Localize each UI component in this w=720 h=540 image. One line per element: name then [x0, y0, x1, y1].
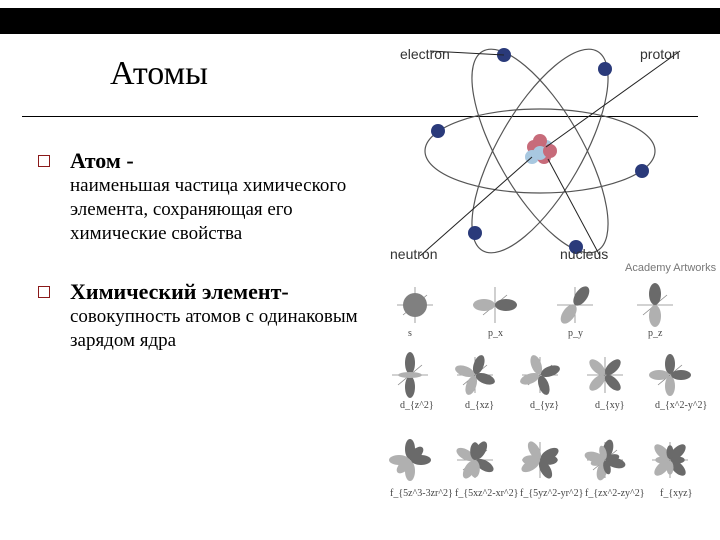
item-heading: Атом -: [70, 148, 134, 173]
content-list: Атом - наименьшая частица химического эл…: [38, 148, 358, 387]
orbital-label: p_x: [488, 328, 503, 339]
list-item-body: Атом - наименьшая частица химического эл…: [70, 148, 358, 245]
title-block: Атомы: [0, 55, 360, 101]
item-desc: совокупность атомов с одинаковым зарядом…: [70, 305, 358, 353]
list-item: Атом - наименьшая частица химического эл…: [38, 148, 358, 245]
orbital-label: f_{5xz^2-xr^2}: [455, 488, 518, 499]
item-desc: наименьшая частица химического элемента,…: [70, 174, 358, 245]
square-bullet-icon: [38, 155, 50, 167]
page-title: Атомы: [0, 55, 360, 101]
orbital-label: f_{5yz^2-yr^2}: [520, 488, 583, 499]
atom-diagram: [380, 36, 700, 256]
item-heading: Химический элемент-: [70, 279, 289, 304]
orbital-label: s: [408, 328, 412, 339]
orbital-label: f_{zx^2-zy^2}: [585, 488, 645, 499]
top-black-strip: [0, 8, 720, 34]
orbital-label: d_{xz}: [465, 400, 494, 411]
label-neutron: neutron: [390, 246, 437, 262]
orbital-label: d_{x^2-y^2}: [655, 400, 707, 411]
label-proton: proton: [640, 46, 680, 62]
list-item: Химический элемент- совокупность атомов …: [38, 279, 358, 353]
orbital-label: p_z: [648, 328, 662, 339]
orbital-label: p_y: [568, 328, 583, 339]
orbital-label: d_{yz}: [530, 400, 559, 411]
label-electron: electron: [400, 46, 450, 62]
item-line: Химический элемент-: [70, 279, 358, 305]
list-item-body: Химический элемент- совокупность атомов …: [70, 279, 358, 353]
orbital-label: f_{xyz}: [660, 488, 692, 499]
square-bullet-icon: [38, 286, 50, 298]
orbital-label: d_{z^2}: [400, 400, 434, 411]
label-nucleus: nucleus: [560, 246, 608, 262]
orbital-label: d_{xy}: [595, 400, 625, 411]
label-credit: Academy Artworks: [625, 262, 716, 274]
orbital-label: f_{5z^3-3zr^2}: [390, 488, 453, 499]
